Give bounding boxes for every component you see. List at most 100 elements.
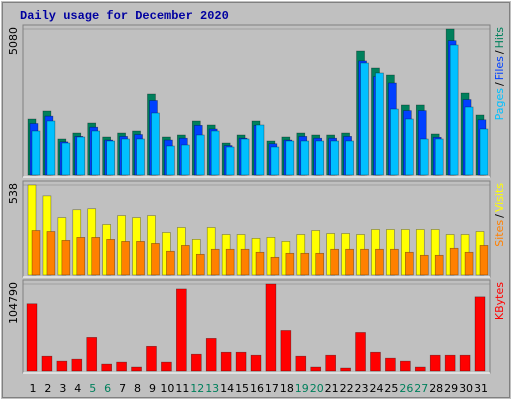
bar: [360, 248, 369, 276]
bar: [255, 124, 265, 176]
bar: [285, 252, 295, 276]
x-tick-label: 10: [160, 382, 174, 395]
bar: [330, 140, 339, 176]
legend: Pages/Files/Hits: [493, 27, 506, 121]
x-tick-label: 25: [384, 382, 398, 395]
bar: [375, 72, 384, 176]
bar: [390, 108, 399, 176]
bar: [444, 354, 456, 372]
bar: [181, 245, 190, 276]
x-tick-label: 1: [30, 382, 37, 395]
bar: [220, 351, 232, 372]
bar: [151, 243, 160, 276]
bar: [210, 130, 220, 176]
x-tick-label: 29: [444, 382, 458, 395]
bar: [330, 248, 339, 276]
bar: [225, 146, 235, 176]
bar: [225, 248, 235, 276]
bar: [106, 239, 115, 276]
bar: [315, 140, 325, 176]
bar: [195, 253, 205, 276]
bar: [91, 237, 101, 276]
bar: [325, 354, 336, 372]
x-tick-label: 12: [190, 382, 204, 395]
legend-separator: /: [493, 50, 506, 54]
bar: [315, 252, 325, 276]
bar: [56, 360, 68, 372]
x-tick-label: 4: [74, 382, 81, 395]
bar: [449, 247, 459, 276]
x-tick-label: 22: [340, 382, 354, 395]
x-tick-label: 30: [459, 382, 473, 395]
bar: [146, 345, 157, 372]
bar: [419, 138, 429, 176]
bar: [116, 361, 127, 372]
legend: KBytes: [493, 282, 506, 320]
bar: [345, 140, 354, 176]
legend-separator: /: [493, 214, 506, 218]
bar: [31, 230, 41, 276]
bar: [419, 254, 429, 276]
bar: [61, 240, 71, 276]
bar: [464, 106, 474, 176]
bar: [176, 288, 187, 372]
bar: [434, 138, 444, 176]
bar: [310, 366, 322, 372]
legend-entry: KBytes: [493, 282, 506, 320]
x-tick-label: 14: [220, 382, 234, 395]
bar: [255, 251, 265, 276]
legend-entry: Sites: [493, 220, 506, 247]
bar: [449, 44, 459, 176]
bar: [355, 332, 366, 372]
x-tick-label: 28: [429, 382, 443, 395]
bar: [166, 250, 175, 276]
legend-separator: /: [493, 82, 506, 86]
bar: [295, 355, 307, 372]
x-tick-label: 18: [280, 382, 294, 395]
bar: [459, 354, 471, 372]
bar: [360, 62, 369, 176]
x-tick-label: 23: [355, 382, 369, 395]
x-tick-label: 13: [205, 382, 219, 395]
x-tick-label: 11: [175, 382, 189, 395]
bar: [240, 138, 250, 176]
bar: [280, 330, 292, 372]
bar: [479, 128, 489, 176]
bar: [131, 366, 142, 372]
bar: [76, 136, 86, 176]
bar: [405, 118, 414, 176]
bar: [210, 248, 220, 276]
bar: [340, 367, 351, 372]
x-tick-label: 21: [325, 382, 339, 395]
bar: [46, 231, 56, 276]
bar: [121, 138, 130, 176]
bar: [166, 145, 175, 176]
bar: [181, 144, 190, 176]
x-tick-label: 3: [59, 382, 66, 395]
legend-entry: Files: [493, 56, 506, 80]
bar: [121, 241, 130, 276]
x-tick-label: 9: [149, 382, 156, 395]
bar: [91, 130, 101, 176]
legend-entry: Hits: [493, 27, 506, 49]
chart-title: Daily usage for December 2020: [20, 9, 229, 23]
x-tick-label: 24: [369, 382, 383, 395]
bar: [345, 248, 354, 276]
legend-entry: Visits: [493, 183, 506, 212]
x-tick-label: 16: [250, 382, 264, 395]
bar: [270, 256, 280, 276]
x-tick-label: 19: [295, 382, 309, 395]
bar: [474, 296, 486, 372]
x-tick-label: 6: [104, 382, 111, 395]
bar: [235, 351, 247, 372]
bar: [76, 237, 86, 276]
bar: [370, 351, 381, 372]
bar: [300, 252, 310, 276]
x-tick-label: 27: [414, 382, 428, 395]
bar: [240, 248, 250, 276]
legend-entry: Pages: [493, 88, 506, 121]
bar: [101, 363, 112, 372]
bar: [265, 283, 277, 372]
